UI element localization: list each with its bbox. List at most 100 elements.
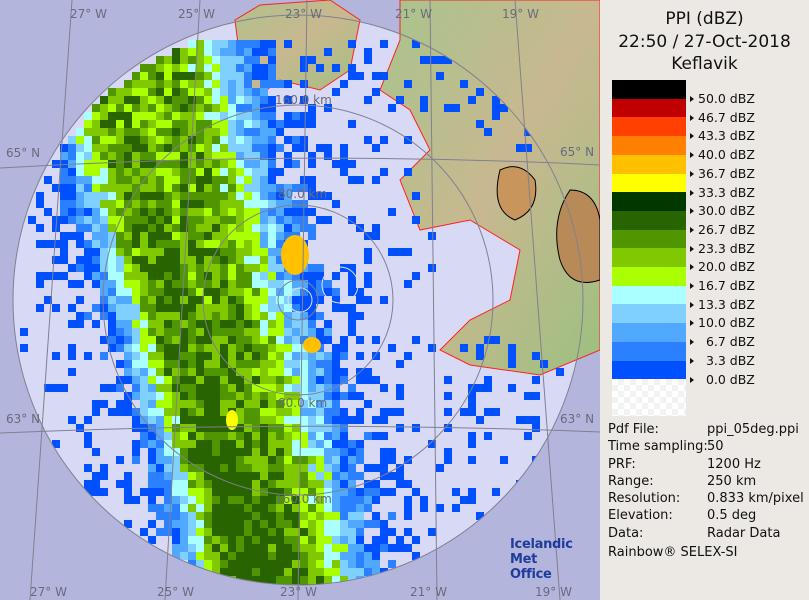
echo-cell — [212, 528, 220, 536]
echo-cell — [300, 272, 308, 280]
echo-cell — [188, 368, 196, 376]
echo-cell — [44, 384, 52, 392]
echo-cell — [388, 448, 396, 456]
echo-cell — [532, 392, 540, 400]
echo-cell — [204, 376, 212, 384]
echo-cell — [196, 456, 204, 464]
echo-cell — [260, 112, 268, 120]
echo-cell — [180, 176, 188, 184]
echo-cell — [84, 168, 92, 176]
echo-cell — [204, 208, 212, 216]
echo-cell — [260, 256, 268, 264]
echo-cell — [380, 296, 388, 304]
echo-cell — [100, 336, 108, 344]
echo-cell — [332, 400, 340, 408]
echo-cell — [116, 320, 124, 328]
echo-cell — [244, 448, 252, 456]
echo-cell — [260, 40, 268, 48]
echo-cell — [196, 432, 204, 440]
echo-cell — [412, 272, 420, 280]
echo-cell — [268, 176, 276, 184]
echo-cell — [124, 312, 132, 320]
echo-cell — [308, 536, 316, 544]
echo-cell — [204, 520, 212, 528]
echo-cell — [220, 528, 228, 536]
echo-cell — [196, 232, 204, 240]
echo-cell — [204, 248, 212, 256]
echo-cell — [204, 440, 212, 448]
echo-cell — [252, 240, 260, 248]
echo-cell — [60, 176, 68, 184]
echo-cell — [308, 424, 316, 432]
echo-cell — [236, 328, 244, 336]
echo-cell — [84, 160, 92, 168]
echo-cell — [292, 200, 300, 208]
echo-cell — [36, 240, 44, 248]
echo-cell — [204, 456, 212, 464]
echo-cell — [268, 80, 276, 88]
echo-cell — [268, 248, 276, 256]
echo-cell — [284, 280, 292, 288]
echo-cell — [92, 200, 100, 208]
echo-cell — [252, 400, 260, 408]
echo-cell — [404, 456, 412, 464]
echo-cell — [364, 136, 372, 144]
echo-cell — [156, 480, 164, 488]
echo-cell — [244, 56, 252, 64]
echo-cell — [124, 480, 132, 488]
echo-cell — [92, 264, 100, 272]
echo-cell — [332, 456, 340, 464]
echo-cell — [316, 584, 324, 585]
echo-cell — [284, 216, 292, 224]
echo-cell — [252, 344, 260, 352]
echo-cell — [148, 192, 156, 200]
echo-cell — [68, 216, 76, 224]
echo-cell — [76, 192, 84, 200]
echo-cell — [292, 320, 300, 328]
echo-cell — [68, 208, 76, 216]
echo-cell — [260, 440, 268, 448]
echo-cell — [492, 112, 500, 120]
echo-cell — [228, 64, 236, 72]
echo-cell — [316, 488, 324, 496]
echo-cell — [308, 576, 316, 584]
echo-cell — [308, 160, 316, 168]
echo-cell — [316, 448, 324, 456]
echo-cell — [276, 352, 284, 360]
echo-cell — [140, 344, 148, 352]
echo-cell — [348, 384, 356, 392]
echo-cell — [244, 152, 252, 160]
logo-line1: Icelandic Met — [510, 537, 573, 567]
radar-map[interactable]: 27° W 25° W 23° W 21° W 19° W 27° W 25° … — [0, 0, 600, 600]
echo-cell — [124, 192, 132, 200]
echo-cell — [284, 320, 292, 328]
echo-cell — [196, 56, 204, 64]
echo-cell — [284, 544, 292, 552]
echo-cell — [340, 464, 348, 472]
echo-cell — [196, 64, 204, 72]
echo-cell — [348, 472, 356, 480]
echo-cell — [108, 320, 116, 328]
echo-cell — [380, 384, 388, 392]
echo-cell — [220, 208, 228, 216]
echo-cell — [140, 104, 148, 112]
echo-cell — [260, 200, 268, 208]
echo-cell — [324, 576, 332, 584]
echo-cell — [268, 304, 276, 312]
echo-cell — [364, 400, 372, 408]
echo-cell — [92, 280, 100, 288]
echo-cell — [204, 480, 212, 488]
echo-cell — [188, 480, 196, 488]
echo-cell — [300, 528, 308, 536]
echo-cell — [108, 144, 116, 152]
echo-cell — [124, 488, 132, 496]
echo-cell — [292, 208, 300, 216]
echo-cell — [268, 288, 276, 296]
echo-cell — [244, 136, 252, 144]
echo-cell — [332, 496, 340, 504]
echo-cell — [148, 264, 156, 272]
echo-cell — [260, 96, 268, 104]
echo-cell — [220, 352, 228, 360]
echo-cell — [172, 56, 180, 64]
echo-cell — [308, 320, 316, 328]
